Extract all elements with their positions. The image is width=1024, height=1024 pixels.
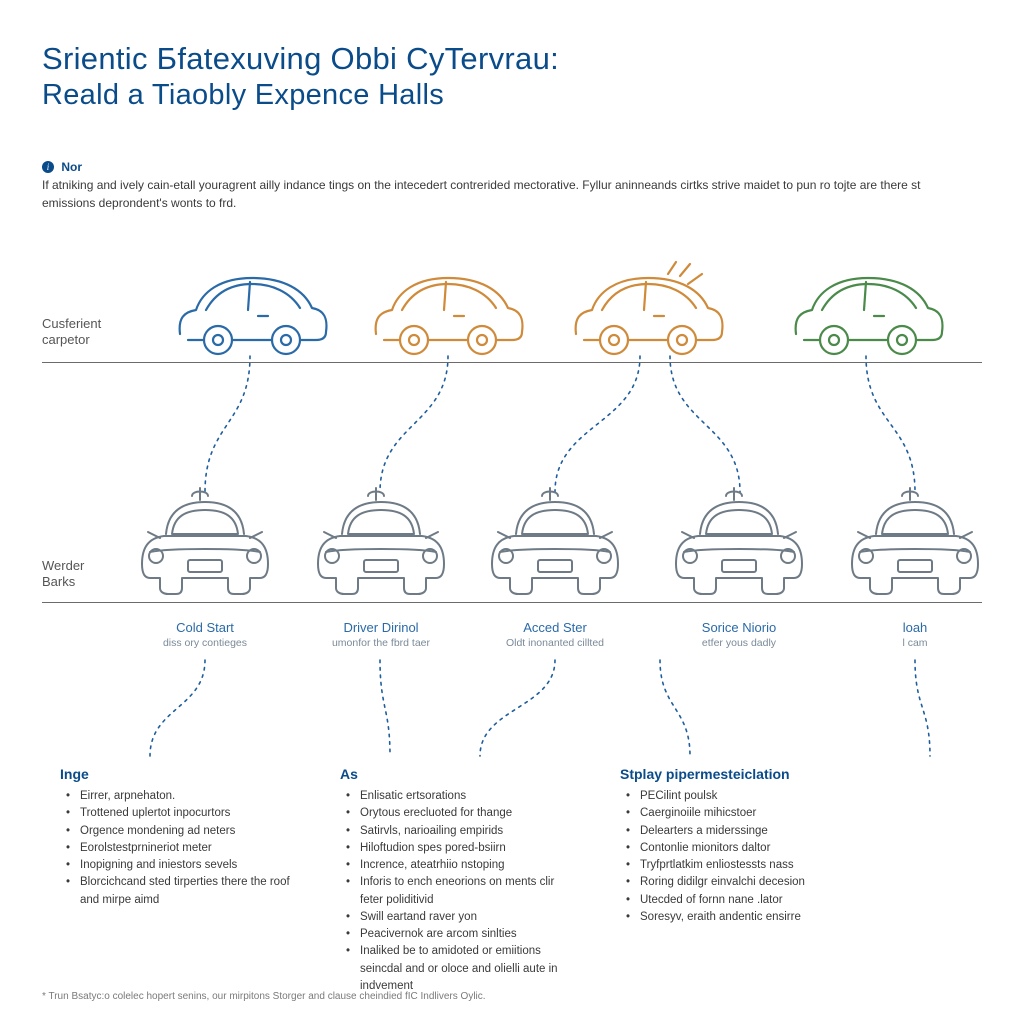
list-item: Eorolstestprnineriot meter <box>72 840 290 857</box>
row2-label: WerderBarks <box>42 558 122 589</box>
list-item: Utecded of fornn nane .lator <box>632 892 850 909</box>
list-item: Contonlie mionitors daltor <box>632 840 850 857</box>
column-1: Inge Eirrer, arpnehaton.Trottened uplert… <box>60 766 290 995</box>
list-item: Blorcichcand sted tirperties there the r… <box>72 874 290 909</box>
column-2-header: As <box>340 766 570 782</box>
note-body: If atniking and ively cain-etall youragr… <box>42 178 920 210</box>
stage-label-sub: etfer yous dadly <box>664 637 814 649</box>
row1-label: Cusferientcarpetor <box>42 316 122 347</box>
stage-label: Driver Dirinol umonfor the fbrd taer <box>306 620 456 649</box>
stage-label-main: Acced Ster <box>480 620 630 635</box>
stage-label-sub: diss ory contieges <box>130 637 280 649</box>
stage-label: Sorice Niorio etfer yous dadly <box>664 620 814 649</box>
list-item: Inaliked be to amidoted or emiitions sei… <box>352 943 570 995</box>
list-item: Roring didilgr einvalchi decesion <box>632 874 850 891</box>
list-item: Orytous erecluoted for thange <box>352 805 570 822</box>
top-car-icon <box>172 264 332 358</box>
bottom-car-icon <box>306 482 456 600</box>
row2-divider <box>42 602 982 603</box>
list-item: Orgence mondening ad neters <box>72 823 290 840</box>
page-title-line2: Reald a Tiaobly Expence Halls <box>42 79 982 112</box>
top-car-icon <box>568 264 728 358</box>
row1-divider <box>42 362 982 363</box>
top-car-icon <box>368 264 528 358</box>
column-2: As Enlisatic ertsorationsOrytous erecluo… <box>340 766 570 995</box>
list-item: Tryfprtlatkim enliostessts nass <box>632 857 850 874</box>
list-item: Inopigning and iniestors sevels <box>72 857 290 874</box>
stage-label-main: Driver Dirinol <box>306 620 456 635</box>
top-car-icon <box>788 264 948 358</box>
info-icon: i <box>42 161 54 173</box>
list-item: Satirvls, narioailing empirids <box>352 823 570 840</box>
bottom-car-icon <box>130 482 280 600</box>
list-item: Caerginoiile mihicstoer <box>632 805 850 822</box>
list-item: Incrence, ateatrhiio nstoping <box>352 857 570 874</box>
bottom-car-icon <box>840 482 990 600</box>
bottom-car-icon <box>480 482 630 600</box>
stage-label-main: Sorice Niorio <box>664 620 814 635</box>
list-item: Inforis to ench eneorions on ments clir … <box>352 874 570 909</box>
list-item: Eirrer, arpnehaton. <box>72 788 290 805</box>
list-item: Trottened uplertot inpocurtors <box>72 805 290 822</box>
list-item: Delearters a miderssinge <box>632 823 850 840</box>
list-item: Hiloftudion spes pored-bsiirn <box>352 840 570 857</box>
list-item: Peacivernok are arcom sinlties <box>352 926 570 943</box>
list-item: Soresyv, eraith andentic ensirre <box>632 909 850 926</box>
stage-label: Acced Ster Oldt inonanted cillted <box>480 620 630 649</box>
stage-label-sub: umonfor the fbrd taer <box>306 637 456 649</box>
column-1-header: Inge <box>60 766 290 782</box>
stage-label-sub: Oldt inonanted cillted <box>480 637 630 649</box>
column-3-header: Stplay pipermesteiclation <box>620 766 850 782</box>
stage-label-main: Cold Start <box>130 620 280 635</box>
page-title-line1: Srientic Бfatexuving Obbi CyTervrau: <box>42 40 982 77</box>
stage-label-main: loah <box>840 620 990 635</box>
info-columns: Inge Eirrer, arpnehaton.Trottened uplert… <box>60 766 850 995</box>
stage-label-sub: l cam <box>840 637 990 649</box>
list-item: Enlisatic ertsorations <box>352 788 570 805</box>
list-item: Swill eartand raver yon <box>352 909 570 926</box>
note-label: Nor <box>61 160 82 174</box>
bottom-car-icon <box>664 482 814 600</box>
list-item: PECilint poulsk <box>632 788 850 805</box>
stage-label: loah l cam <box>840 620 990 649</box>
note-block: i Nor If atniking and ively cain-etall y… <box>42 158 962 212</box>
footnote: * Trun Bsatyc:o colelec hopert senins, o… <box>42 991 486 1002</box>
stage-label: Cold Start diss ory contieges <box>130 620 280 649</box>
column-3: Stplay pipermesteiclation PECilint pouls… <box>620 766 850 995</box>
